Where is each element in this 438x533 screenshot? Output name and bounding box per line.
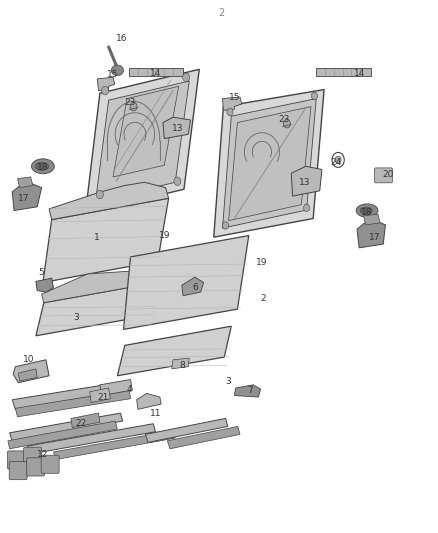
Text: 24: 24 [331, 158, 342, 167]
Polygon shape [97, 77, 115, 91]
Polygon shape [12, 381, 131, 409]
Text: 8: 8 [179, 361, 185, 369]
Polygon shape [229, 107, 311, 221]
Circle shape [102, 86, 109, 95]
Polygon shape [53, 431, 175, 459]
Polygon shape [42, 271, 157, 303]
Circle shape [283, 119, 290, 128]
Polygon shape [117, 326, 231, 376]
Text: 10: 10 [23, 356, 34, 364]
FancyBboxPatch shape [374, 168, 392, 183]
Text: 13: 13 [172, 125, 183, 133]
Polygon shape [223, 97, 242, 110]
Polygon shape [234, 385, 261, 397]
Polygon shape [36, 282, 157, 336]
FancyBboxPatch shape [27, 458, 45, 476]
Text: 21: 21 [97, 393, 109, 401]
Ellipse shape [356, 204, 378, 217]
Polygon shape [8, 421, 117, 449]
Ellipse shape [360, 207, 372, 214]
FancyBboxPatch shape [9, 462, 27, 480]
Text: 23: 23 [278, 116, 290, 124]
Circle shape [96, 190, 103, 199]
Polygon shape [49, 182, 169, 220]
Text: 20: 20 [382, 171, 393, 179]
Text: 6: 6 [192, 284, 198, 292]
Text: 15: 15 [107, 70, 119, 79]
Text: 14: 14 [353, 69, 365, 78]
Circle shape [227, 108, 233, 116]
Text: 5: 5 [39, 269, 45, 277]
Polygon shape [364, 214, 380, 225]
Text: 12: 12 [37, 450, 49, 458]
Polygon shape [10, 413, 123, 441]
Ellipse shape [32, 159, 54, 174]
Polygon shape [172, 358, 189, 369]
Text: 19: 19 [256, 258, 268, 266]
Polygon shape [167, 426, 240, 449]
Text: 15: 15 [229, 93, 240, 101]
Polygon shape [137, 393, 161, 409]
Polygon shape [223, 99, 316, 228]
Text: 3: 3 [225, 377, 231, 385]
Text: 2: 2 [218, 9, 224, 18]
Polygon shape [18, 177, 33, 188]
Polygon shape [12, 181, 42, 211]
Polygon shape [85, 69, 199, 213]
Polygon shape [113, 86, 179, 177]
Polygon shape [357, 219, 385, 248]
Polygon shape [182, 277, 204, 296]
Polygon shape [124, 236, 249, 329]
Circle shape [183, 73, 190, 82]
Text: 11: 11 [150, 409, 161, 417]
Polygon shape [291, 166, 322, 196]
Circle shape [174, 177, 181, 185]
Text: 2: 2 [260, 294, 265, 303]
Text: 16: 16 [116, 34, 127, 43]
Circle shape [304, 204, 310, 212]
Polygon shape [129, 68, 183, 76]
Polygon shape [36, 278, 53, 292]
Text: 17: 17 [18, 194, 30, 203]
Polygon shape [95, 81, 189, 201]
Polygon shape [43, 198, 169, 282]
Polygon shape [27, 424, 155, 454]
Polygon shape [100, 379, 132, 395]
Polygon shape [163, 117, 191, 139]
FancyBboxPatch shape [7, 451, 25, 469]
Text: 17: 17 [369, 233, 380, 241]
Ellipse shape [35, 163, 49, 171]
Text: 13: 13 [299, 178, 310, 187]
Circle shape [130, 102, 137, 111]
Circle shape [311, 92, 318, 100]
Circle shape [332, 152, 344, 167]
Text: 14: 14 [150, 69, 161, 78]
Polygon shape [71, 413, 100, 427]
FancyBboxPatch shape [41, 455, 59, 473]
Polygon shape [214, 90, 324, 237]
Text: 22: 22 [75, 419, 87, 428]
Text: 1: 1 [93, 233, 99, 241]
Text: 18: 18 [361, 208, 373, 216]
Text: 4: 4 [127, 385, 132, 393]
Polygon shape [90, 388, 110, 402]
Polygon shape [145, 418, 228, 442]
Text: 7: 7 [247, 386, 253, 394]
Text: 23: 23 [125, 98, 136, 107]
Text: 19: 19 [159, 231, 170, 240]
Ellipse shape [111, 65, 124, 76]
Polygon shape [18, 369, 37, 381]
Polygon shape [316, 68, 371, 76]
FancyBboxPatch shape [24, 447, 42, 465]
Polygon shape [13, 360, 49, 383]
Circle shape [335, 156, 341, 164]
Text: 18: 18 [37, 164, 49, 172]
Polygon shape [15, 390, 131, 417]
Circle shape [223, 222, 229, 229]
Text: 3: 3 [74, 313, 80, 321]
